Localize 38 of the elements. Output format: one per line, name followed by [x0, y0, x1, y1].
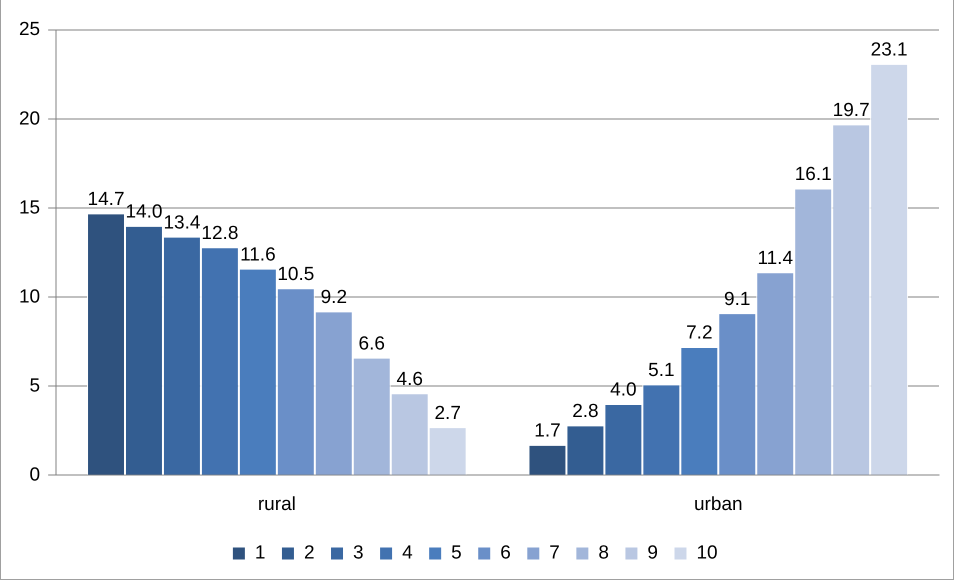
- data-label: 10.5: [277, 264, 314, 285]
- data-label: 14.0: [125, 202, 162, 223]
- data-label: 19.7: [832, 100, 870, 122]
- data-label: 2.8: [572, 401, 599, 422]
- legend-label: 9: [647, 542, 658, 564]
- y-tick-label: 20: [18, 108, 40, 130]
- legend-label: 8: [598, 542, 609, 564]
- legend-label: 6: [500, 542, 511, 564]
- data-label: 13.4: [163, 212, 201, 234]
- data-label: 9.1: [724, 288, 750, 310]
- data-label: 4.6: [396, 369, 423, 390]
- data-label: 11.6: [240, 244, 276, 266]
- legend-label: 7: [549, 542, 560, 564]
- data-label: 11.4: [757, 248, 794, 269]
- legend-label: 3: [353, 542, 364, 564]
- data-label: 1.7: [534, 420, 561, 442]
- data-label: 5.1: [648, 360, 675, 382]
- y-tick-label: 5: [30, 375, 40, 396]
- legend-label: 10: [696, 542, 718, 564]
- x-tick-label: rural: [258, 494, 296, 515]
- legend-label: 2: [304, 542, 315, 564]
- x-tick-label: urban: [694, 494, 743, 515]
- data-label: 23.1: [870, 40, 908, 61]
- y-tick-label: 15: [18, 197, 40, 218]
- legend-label: 4: [402, 542, 414, 564]
- data-label: 12.8: [201, 222, 238, 244]
- legend-label: 5: [451, 542, 462, 564]
- data-label: 16.1: [794, 164, 832, 186]
- data-label: 4.0: [610, 380, 637, 401]
- y-tick-label: 0: [30, 464, 40, 486]
- y-tick-label: 10: [18, 286, 40, 308]
- data-label: 9.2: [320, 287, 348, 308]
- data-label: 14.7: [88, 189, 125, 210]
- y-tick-label: 25: [18, 19, 40, 40]
- data-label: 6.6: [358, 333, 385, 354]
- data-label: 2.7: [434, 402, 461, 424]
- legend-label: 1: [254, 542, 266, 564]
- data-label: 7.2: [686, 322, 713, 344]
